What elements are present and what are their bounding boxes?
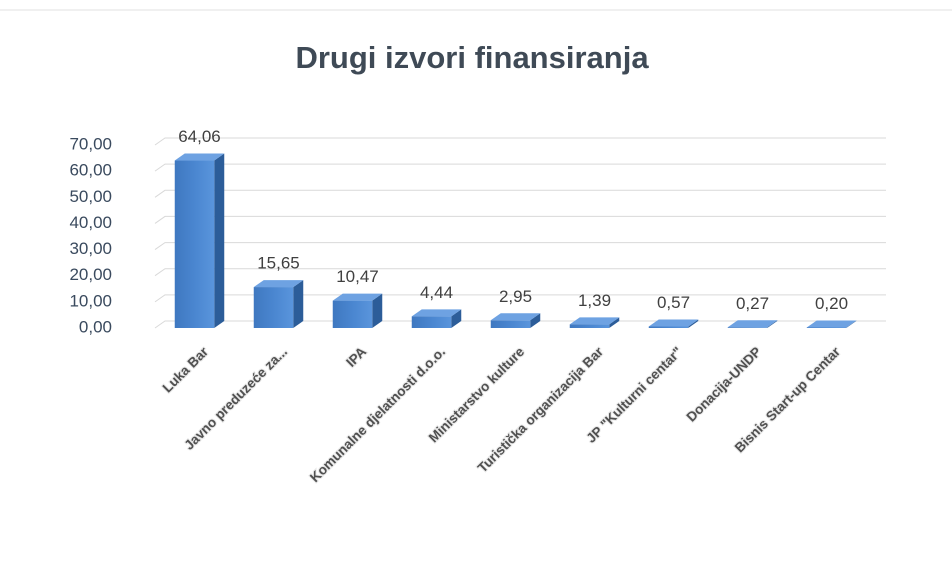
x-tick-label: Turistička organizacija Bar [475,344,607,476]
data-label: 64,06 [178,127,221,146]
x-tick-label: Donacija-UNDP [684,344,765,425]
grid-line [154,215,886,224]
x-tick-label: Komunalne djelatnosti d.o.o. [307,344,448,485]
bar [569,324,610,328]
data-label: 4,44 [420,283,453,302]
bar-side [293,280,304,328]
bar [806,327,847,328]
bar-top [727,320,778,328]
bar [253,287,294,328]
bar-side [372,293,383,328]
grid-line [154,320,886,329]
data-label: 0,57 [657,293,690,312]
bar-side [451,309,462,328]
grid-line [154,242,886,250]
y-tick-label: 10,00 [69,291,112,310]
grid-line [154,268,886,277]
bar-top [253,280,304,288]
y-tick-label: 70,00 [69,134,112,153]
grid-line [154,189,886,198]
bar-top [648,319,699,327]
grid-line [154,294,886,303]
y-tick-label: 20,00 [69,265,112,284]
y-tick-label: 50,00 [69,187,112,206]
bar-side [214,153,225,328]
bar-top [569,317,620,325]
bar [174,160,215,328]
bar [490,320,531,328]
data-label: 0,27 [736,294,769,313]
bar-top [332,293,383,301]
bar-side [688,319,699,328]
data-label: 1,39 [578,291,611,310]
bar [332,300,373,328]
bar-side [609,317,620,328]
grid-line [154,137,886,146]
bar [411,316,452,328]
bar-side [846,320,857,328]
bar-top [411,309,462,317]
bar-side [767,320,778,328]
bar-top [490,313,541,321]
grid-line [154,163,886,172]
x-tick-label: Luka Bar [160,344,212,396]
y-tick-label: 60,00 [69,161,112,180]
bar-top [174,153,225,161]
data-label: 15,65 [257,254,300,273]
data-label: 0,20 [815,294,848,313]
bar-side [530,313,541,328]
y-tick-label: 30,00 [69,239,112,258]
y-tick-label: 0,00 [79,317,112,336]
data-label: 2,95 [499,287,532,306]
bar [727,327,768,328]
x-tick-label: IPA [343,344,369,370]
bar-top [806,320,857,328]
bar [648,326,689,328]
y-tick-label: 40,00 [69,213,112,232]
data-label: 10,47 [336,267,379,286]
chart-title: Drugi izvori finansiranja [295,40,649,75]
